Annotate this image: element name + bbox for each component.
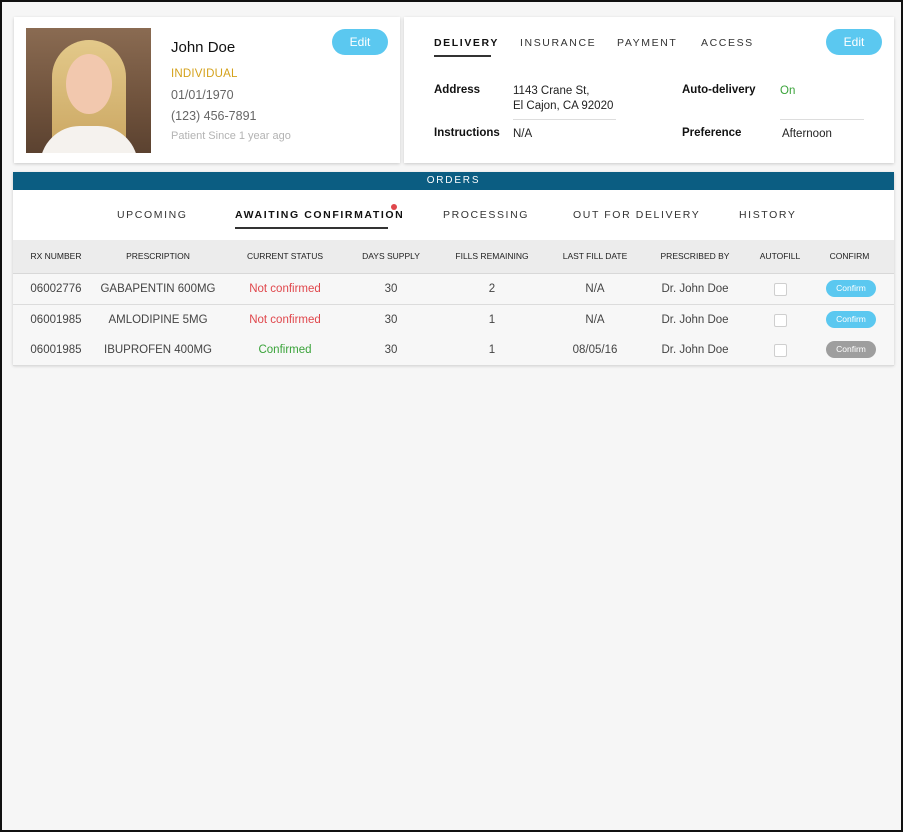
table-row: 06001985 AMLODIPINE 5MG Not confirmed 30… xyxy=(13,305,894,336)
table-row: 06002776 GABAPENTIN 600MG Not confirmed … xyxy=(13,274,894,305)
delivery-edit-button[interactable]: Edit xyxy=(826,29,882,55)
col-days-supply: DAYS SUPPLY xyxy=(362,251,420,261)
notification-dot-icon xyxy=(391,204,397,210)
cell-rx-number: 06001985 xyxy=(30,314,82,326)
preference-label: Preference xyxy=(682,127,742,139)
col-confirm: CONFIRM xyxy=(829,251,870,261)
auto-delivery-value: On xyxy=(780,85,796,97)
cell-days-supply: 30 xyxy=(384,283,398,295)
patient-photo xyxy=(26,28,151,153)
tab-upcoming[interactable]: UPCOMING xyxy=(117,209,188,221)
tab-out-for-delivery[interactable]: OUT FOR DELIVERY xyxy=(573,209,701,221)
patient-phone: (123) 456-7891 xyxy=(171,109,257,123)
autofill-checkbox[interactable] xyxy=(774,344,787,357)
col-prescribed-by: PRESCRIBED BY xyxy=(660,251,730,261)
confirm-button[interactable]: Confirm xyxy=(826,311,876,328)
cell-last-fill-date: 08/05/16 xyxy=(572,344,618,356)
col-autofill: AUTOFILL xyxy=(759,251,801,261)
cell-status: Confirmed xyxy=(258,344,312,356)
preference-value: Afternoon xyxy=(782,128,832,140)
tab-awaiting-confirmation[interactable]: AWAITING CONFIRMATION xyxy=(235,209,405,221)
tab-delivery[interactable]: DELIVERY xyxy=(434,37,499,49)
cell-prescribed-by: Dr. John Doe xyxy=(661,344,729,356)
cell-rx-number: 06001985 xyxy=(30,344,82,356)
cell-prescription: GABAPENTIN 600MG xyxy=(100,283,216,295)
tab-delivery-underline xyxy=(434,55,491,57)
patient-dob: 01/01/1970 xyxy=(171,88,234,102)
tab-payment[interactable]: PAYMENT xyxy=(617,37,678,49)
tab-history[interactable]: HISTORY xyxy=(739,209,797,221)
table-row: 06001985 IBUPROFEN 400MG Confirmed 30 1 … xyxy=(13,335,894,366)
col-prescription: PRESCRIPTION xyxy=(126,251,190,261)
cell-status: Not confirmed xyxy=(249,314,321,326)
patient-edit-button[interactable]: Edit xyxy=(332,29,388,55)
col-rx-number: RX NUMBER xyxy=(30,251,82,261)
cell-status: Not confirmed xyxy=(249,283,321,295)
orders-title-bar: ORDERS xyxy=(13,172,894,190)
cell-prescribed-by: Dr. John Doe xyxy=(661,314,729,326)
col-last-fill-date: LAST FILL DATE xyxy=(562,251,628,261)
col-fills-remaining: FILLS REMAINING xyxy=(455,251,529,261)
address-label: Address xyxy=(434,84,481,96)
cell-rx-number: 06002776 xyxy=(30,283,82,295)
cell-last-fill-date: N/A xyxy=(585,314,605,326)
photo-face xyxy=(66,54,112,114)
instructions-value: N/A xyxy=(513,128,533,140)
cell-prescription: IBUPROFEN 400MG xyxy=(104,344,212,356)
orders-table-header: RX NUMBER PRESCRIPTION CURRENT STATUS DA… xyxy=(13,240,894,274)
auto-delivery-divider xyxy=(780,119,864,120)
address-line2: El Cajon, CA 92020 xyxy=(513,100,614,112)
address-line1: 1143 Crane St, xyxy=(513,85,590,97)
orders-panel: ORDERS UPCOMING AWAITING CONFIRMATION PR… xyxy=(13,172,894,366)
instructions-label: Instructions xyxy=(434,127,500,139)
patient-card: John Doe INDIVIDUAL 01/01/1970 (123) 456… xyxy=(14,17,400,163)
tab-insurance[interactable]: INSURANCE xyxy=(520,37,597,49)
delivery-card: DELIVERY INSURANCE PAYMENT ACCESS Edit A… xyxy=(404,17,894,163)
cell-fills-remaining: 1 xyxy=(488,314,496,326)
autofill-checkbox[interactable] xyxy=(774,314,787,327)
autofill-checkbox[interactable] xyxy=(774,283,787,296)
confirm-button[interactable]: Confirm xyxy=(826,280,876,297)
auto-delivery-label: Auto-delivery xyxy=(682,84,756,96)
tab-processing[interactable]: PROCESSING xyxy=(443,209,530,221)
cell-days-supply: 30 xyxy=(384,314,398,326)
tab-awaiting-underline xyxy=(235,227,388,229)
tab-access[interactable]: ACCESS xyxy=(701,37,754,49)
patient-type: INDIVIDUAL xyxy=(171,68,238,80)
confirm-button-disabled: Confirm xyxy=(826,341,876,358)
cell-prescription: AMLODIPINE 5MG xyxy=(108,314,208,326)
cell-last-fill-date: N/A xyxy=(585,283,605,295)
patient-since: Patient Since 1 year ago xyxy=(171,130,291,142)
patient-name: John Doe xyxy=(171,39,236,56)
col-current-status: CURRENT STATUS xyxy=(246,251,324,261)
address-divider xyxy=(513,119,616,120)
cell-prescribed-by: Dr. John Doe xyxy=(661,283,729,295)
cell-days-supply: 30 xyxy=(384,344,398,356)
cell-fills-remaining: 1 xyxy=(488,344,496,356)
cell-fills-remaining: 2 xyxy=(488,283,496,295)
